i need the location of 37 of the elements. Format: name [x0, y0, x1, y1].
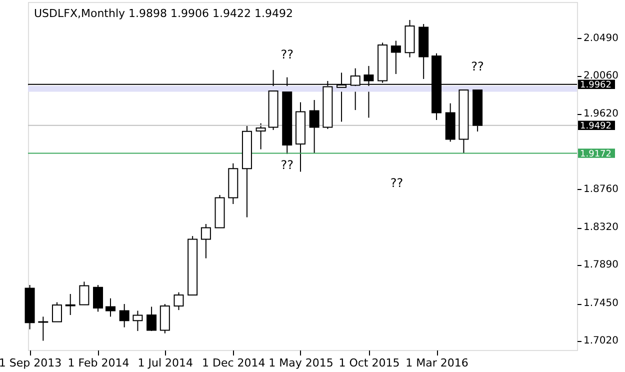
candlestick: [146, 306, 157, 332]
y-tick-label: 1.8760: [584, 184, 618, 195]
candlestick: [390, 40, 401, 74]
y-tick-label: 2.0060: [584, 70, 618, 82]
candlestick: [79, 281, 90, 306]
y-tick-label: 1.8320: [584, 222, 618, 234]
x-tick-label: 1 Dec 2014: [202, 356, 266, 370]
x-tick-label: 1 Oct 2015: [338, 356, 400, 370]
x-tick-label: 1 May 2015: [268, 356, 334, 370]
y-tick-label: 1.7020: [584, 336, 618, 347]
candlestick: [132, 310, 143, 332]
candlestick: [52, 302, 62, 322]
x-tick-label: 1 Jul 2014: [138, 356, 194, 370]
candlestick: [309, 99, 320, 154]
text: USDLFX,Monthly 1.9898 1.9906 1.9422 1.9492: [34, 7, 293, 20]
candlestick: [174, 292, 184, 311]
ref-line-label: 1.9962: [580, 80, 612, 90]
y-tick-label: 1.7890: [584, 260, 618, 271]
candlestick: [119, 304, 130, 328]
x-tick-label: 1 Sep 2013: [0, 356, 62, 370]
candlestick: [106, 298, 116, 318]
candlestick: [93, 284, 104, 312]
y-tick-label: 1.7450: [584, 298, 618, 310]
ref-line-label: 1.9492: [580, 121, 612, 132]
candlestick: [256, 122, 266, 150]
y-tick-label: 2.0490: [584, 32, 618, 44]
annotation: ??: [471, 59, 484, 74]
annotation: ??: [390, 176, 404, 190]
x-tick-label: 1 Feb 2014: [68, 356, 130, 370]
candlestick: [200, 223, 211, 259]
ref-line-label: 1.9172: [580, 149, 612, 160]
annotation: ??: [280, 158, 294, 172]
candlestick: [38, 316, 48, 342]
candlestick: [65, 293, 76, 316]
annotation: ??: [280, 47, 294, 62]
x-tick-label: 1 Mar 2016: [406, 356, 468, 370]
y-tick-label: 1.9620: [584, 108, 618, 120]
